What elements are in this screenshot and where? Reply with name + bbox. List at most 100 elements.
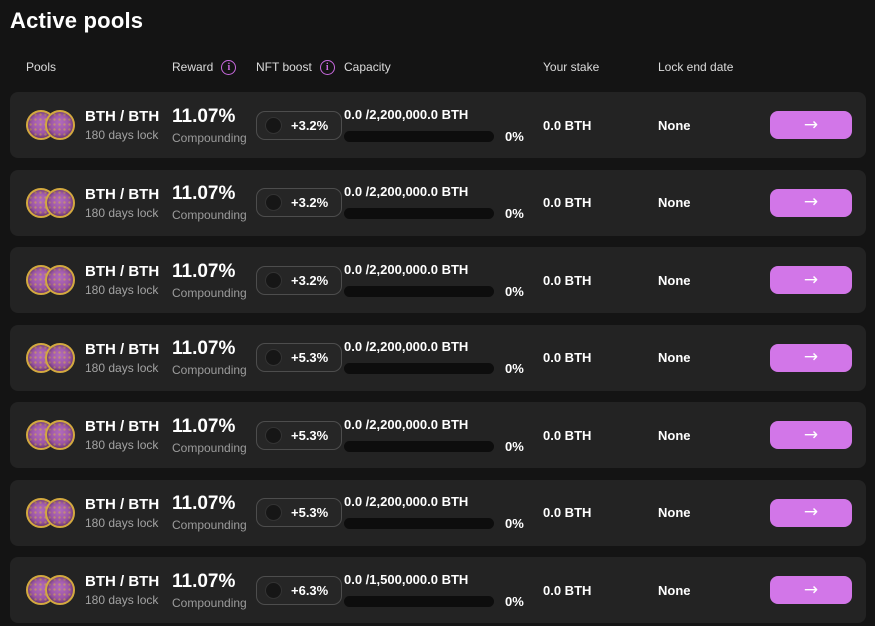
open-pool-button[interactable]: → bbox=[770, 421, 852, 449]
lock-end-date-value: None bbox=[658, 272, 691, 288]
your-stake-value: 0.0 BTH bbox=[543, 582, 592, 598]
reward-value: 11.07% bbox=[172, 183, 236, 204]
reward-type: Compounding bbox=[172, 518, 247, 532]
capacity-progress-bar bbox=[344, 363, 494, 374]
nft-token-icon bbox=[265, 426, 282, 444]
reward-value: 11.07% bbox=[172, 338, 236, 359]
info-icon[interactable]: i bbox=[221, 59, 237, 75]
pool-coin-icon bbox=[45, 575, 75, 605]
pool-lock-duration: 180 days lock bbox=[85, 360, 159, 375]
reward-value: 11.07% bbox=[172, 260, 236, 282]
nft-boost-badge: +3.2% bbox=[256, 110, 343, 140]
pool-lock-duration: 180 days lock bbox=[85, 283, 159, 297]
pool-row[interactable]: BTH / BTH 180 days lock 11.07% Compoundi… bbox=[10, 92, 866, 158]
your-stake-value: 0.0 BTH bbox=[543, 117, 592, 133]
column-header-nft-boost: NFT boost i bbox=[256, 59, 344, 75]
pools-list: BTH / BTH 180 days lock 11.07% Compoundi… bbox=[0, 92, 875, 623]
pool-coin-icon bbox=[45, 187, 75, 218]
nft-boost-value: +5.3% bbox=[291, 505, 329, 520]
pool-coin-icon bbox=[45, 420, 75, 450]
capacity-amount: 0.0 /2,200,000.0 BTH bbox=[344, 416, 469, 432]
column-header-pools: Pools bbox=[26, 60, 172, 74]
your-stake-value: 0.0 BTH bbox=[543, 272, 592, 288]
pool-coin-icon bbox=[45, 342, 75, 373]
capacity-progress-bar bbox=[344, 285, 494, 297]
capacity-progress-bar bbox=[344, 208, 494, 219]
capacity-progress-bar bbox=[344, 130, 494, 142]
pool-row[interactable]: BTH / BTH 180 days lock 11.07% Compoundi… bbox=[10, 402, 866, 468]
reward-cell: 11.07% Compounding bbox=[172, 183, 256, 222]
reward-type: Compounding bbox=[172, 440, 247, 455]
pool-name: BTH / BTH bbox=[85, 495, 160, 513]
pool-pair-icon bbox=[26, 342, 75, 373]
capacity-amount: 0.0 /2,200,000.0 BTH bbox=[344, 106, 469, 122]
pool-row[interactable]: BTH / BTH 180 days lock 11.07% Compoundi… bbox=[10, 479, 866, 546]
pool-coin-icon bbox=[45, 265, 75, 295]
page-title: Active pools bbox=[10, 8, 144, 33]
pool-coin-icon bbox=[45, 110, 75, 140]
pool-name: BTH / BTH bbox=[85, 418, 160, 435]
capacity-amount: 0.0 /1,500,000.0 BTH bbox=[344, 571, 469, 587]
pool-name: BTH / BTH bbox=[85, 340, 160, 358]
reward-cell: 11.07% Compounding bbox=[172, 338, 256, 377]
column-label: Lock end date bbox=[658, 60, 734, 74]
column-label: Capacity bbox=[344, 60, 391, 74]
nft-boost-value: +3.2% bbox=[291, 272, 329, 288]
pool-coin-icon bbox=[45, 497, 75, 528]
pool-cell: BTH / BTH 180 days lock bbox=[26, 573, 172, 607]
capacity-progress-bar bbox=[344, 518, 494, 529]
nft-boost-cell: +3.2% bbox=[256, 110, 344, 140]
your-stake-value: 0.0 BTH bbox=[543, 195, 592, 210]
column-header-capacity: Capacity bbox=[344, 60, 543, 74]
pool-cell: BTH / BTH 180 days lock bbox=[26, 108, 172, 142]
reward-value: 11.07% bbox=[172, 415, 236, 437]
capacity-cell: 0.0 /2,200,000.0 BTH 0% bbox=[344, 262, 543, 299]
column-header-reward: Reward i bbox=[172, 59, 256, 75]
open-pool-button[interactable]: → bbox=[770, 576, 852, 604]
pool-name: BTH / BTH bbox=[85, 263, 160, 280]
open-pool-button[interactable]: → bbox=[770, 111, 852, 139]
lock-end-date-value: None bbox=[658, 350, 691, 365]
nft-token-icon bbox=[265, 349, 282, 366]
pool-row[interactable]: BTH / BTH 180 days lock 11.07% Compoundi… bbox=[10, 557, 866, 623]
pool-lock-duration: 180 days lock bbox=[85, 205, 159, 220]
pool-row[interactable]: BTH / BTH 180 days lock 11.07% Compoundi… bbox=[10, 247, 866, 313]
capacity-cell: 0.0 /2,200,000.0 BTH 0% bbox=[344, 107, 543, 144]
reward-value: 11.07% bbox=[172, 105, 236, 127]
open-pool-button[interactable]: → bbox=[770, 343, 852, 372]
reward-value: 11.07% bbox=[172, 493, 236, 514]
reward-cell: 11.07% Compounding bbox=[172, 416, 256, 455]
pool-cell: BTH / BTH 180 days lock bbox=[26, 186, 172, 220]
reward-type: Compounding bbox=[172, 595, 247, 610]
pool-lock-duration: 180 days lock bbox=[85, 515, 159, 530]
reward-cell: 11.07% Compounding bbox=[172, 571, 256, 610]
pool-pair-icon bbox=[26, 110, 75, 140]
nft-boost-value: +5.3% bbox=[291, 350, 329, 365]
info-icon[interactable]: i bbox=[319, 59, 335, 75]
capacity-cell: 0.0 /1,500,000.0 BTH 0% bbox=[344, 572, 543, 609]
nft-boost-badge: +3.2% bbox=[256, 265, 343, 295]
open-pool-button[interactable]: → bbox=[770, 188, 852, 217]
reward-type: Compounding bbox=[172, 363, 247, 377]
nft-boost-badge: +5.3% bbox=[256, 498, 343, 527]
capacity-percent: 0% bbox=[505, 283, 524, 299]
table-header: Pools Reward i NFT boost i Capacity Your… bbox=[10, 59, 866, 75]
lock-end-date-value: None bbox=[658, 427, 691, 443]
arrow-right-icon: → bbox=[803, 347, 819, 367]
column-label: Reward bbox=[172, 60, 214, 74]
capacity-amount: 0.0 /2,200,000.0 BTH bbox=[344, 339, 469, 354]
nft-boost-cell: +5.3% bbox=[256, 420, 344, 450]
reward-type: Compounding bbox=[172, 130, 247, 145]
nft-boost-cell: +6.3% bbox=[256, 575, 344, 605]
open-pool-button[interactable]: → bbox=[770, 266, 852, 294]
capacity-percent: 0% bbox=[505, 438, 524, 454]
pool-row[interactable]: BTH / BTH 180 days lock 11.07% Compoundi… bbox=[10, 324, 866, 391]
reward-cell: 11.07% Compounding bbox=[172, 493, 256, 532]
nft-boost-value: +5.3% bbox=[291, 427, 329, 443]
your-stake-value: 0.0 BTH bbox=[543, 350, 592, 365]
nft-boost-badge: +6.3% bbox=[256, 575, 343, 605]
open-pool-button[interactable]: → bbox=[770, 498, 852, 527]
pool-pair-icon bbox=[26, 420, 75, 450]
arrow-right-icon: → bbox=[803, 579, 819, 600]
pool-row[interactable]: BTH / BTH 180 days lock 11.07% Compoundi… bbox=[10, 169, 866, 236]
